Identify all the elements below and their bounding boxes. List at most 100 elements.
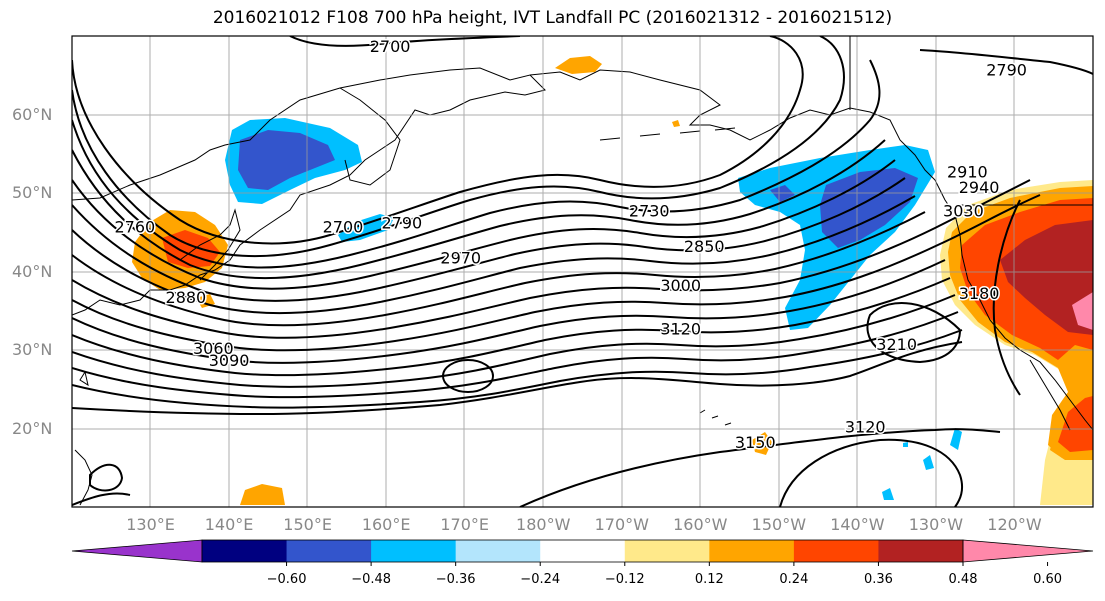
lon-label: 130°E <box>126 515 175 534</box>
contour-label: 2790 <box>986 60 1027 79</box>
ivt-positive-hawaii <box>752 432 772 455</box>
colorbar-tick-label: 0.60 <box>1033 572 1063 587</box>
height-contours <box>72 36 1093 507</box>
colorbar-segment <box>286 540 372 562</box>
lat-label: 30°N <box>12 340 53 359</box>
contour-2880 <box>72 211 926 327</box>
contour-label: 2910 <box>947 162 988 181</box>
colorbar-tick-label: −0.24 <box>520 572 561 587</box>
coast-baja <box>1029 359 1071 431</box>
colorbar-segment <box>878 540 964 562</box>
colorbar-tick-label: 0.36 <box>863 572 893 587</box>
contour-2730 <box>72 59 881 269</box>
colorbar-segment <box>455 540 541 562</box>
ivt-negative-dot-4 <box>903 442 908 447</box>
colorbar-segment <box>624 540 710 562</box>
coast-na-west <box>934 179 1093 431</box>
lat-label: 50°N <box>12 183 53 202</box>
colorbar-tick-label: −0.36 <box>435 572 476 587</box>
ivt-negative-dot-1 <box>950 428 962 450</box>
ivt-positive-uswest-darkred <box>1000 220 1093 335</box>
lon-label: 160°E <box>361 515 411 534</box>
contour-label: 3090 <box>209 351 250 370</box>
contour-label: 2700 <box>323 217 364 236</box>
contour-north-loop <box>72 36 804 245</box>
contour-label: 3210 <box>876 335 917 354</box>
ivt-positive-uswest-pink <box>1072 292 1093 330</box>
lat-label: 20°N <box>12 418 53 438</box>
contour-3060 <box>72 311 959 399</box>
contour-3180-ridge <box>992 199 1021 396</box>
lon-label: 160°W <box>673 515 728 534</box>
coast-taiwan <box>79 370 89 387</box>
lon-label: 170°E <box>440 515 490 534</box>
coast-philippines <box>74 449 93 506</box>
contour-label: 3120 <box>660 319 701 338</box>
contour-2910 <box>72 179 1031 339</box>
contour-2940 <box>72 194 1041 352</box>
colorbar-tick-label: 0.24 <box>779 572 809 587</box>
contour-3150 <box>519 428 1001 507</box>
colorbar-segment <box>793 540 879 562</box>
colorbar-tick-label: −0.12 <box>604 572 645 587</box>
coastlines <box>72 36 1093 506</box>
contour-label: 2940 <box>959 178 1000 197</box>
contour-label: 3150 <box>735 433 776 452</box>
lon-label: 140°W <box>830 515 885 534</box>
contour-3120 <box>72 341 963 416</box>
contour-2970 <box>72 259 946 364</box>
lat-label: 60°N <box>12 104 53 124</box>
contour-label: 3000 <box>660 276 701 295</box>
contour-label: 2880 <box>166 288 207 307</box>
lon-label: 180°W <box>516 515 571 534</box>
contour-label: 3030 <box>943 202 984 221</box>
gridlines <box>72 36 1093 507</box>
contour-2790 <box>72 159 896 290</box>
ivt-negative-dot-2 <box>923 455 934 470</box>
contour-south-loop <box>89 463 124 492</box>
contour-2850 <box>72 195 916 315</box>
lon-label: 150°E <box>283 515 332 534</box>
colorbar <box>71 539 1094 566</box>
contour-label: 2850 <box>684 237 725 256</box>
colorbar-tick-label: −0.48 <box>351 572 392 587</box>
map-frame <box>71 35 1094 508</box>
ivt-positive-alaska <box>555 56 602 74</box>
contour-3000 <box>72 277 951 377</box>
contour-2790-ne <box>919 49 1093 75</box>
contour-label: 3120 <box>845 418 886 437</box>
colorbar-tick-label: 0.12 <box>694 572 724 587</box>
contour-label: 3180 <box>959 284 1000 303</box>
colorbar-segment <box>371 540 457 562</box>
contour-west-1 <box>72 492 131 506</box>
contour-3210-ridge <box>866 302 961 364</box>
contour-2760 <box>72 139 886 280</box>
lon-label: 150°W <box>751 515 807 534</box>
coast-kamchatka <box>339 87 401 186</box>
contour-label: 2790 <box>382 213 423 232</box>
contour-2700-north <box>289 36 521 47</box>
ivt-negative-dot-3 <box>882 488 894 500</box>
lat-label: 40°N <box>12 261 53 281</box>
contour-2820 <box>72 177 906 302</box>
contour-3030 <box>72 294 956 388</box>
contour-label: 2760 <box>114 217 155 236</box>
contour-ring-1 <box>72 36 845 258</box>
coast-hawaii <box>699 409 732 426</box>
colorbar-segment <box>202 540 288 562</box>
colorbar-frame <box>201 539 964 563</box>
colorbar-extend-high <box>962 539 1094 563</box>
lon-label: 120°W <box>987 515 1042 534</box>
lon-label: 140°E <box>204 515 254 534</box>
coast-aleutians <box>599 127 736 141</box>
map-title: 2016021012 F108 700 hPa height, IVT Land… <box>212 8 893 28</box>
ivt-positive-alaska-small <box>672 120 680 127</box>
ivt-negative-ne-pacific-inner <box>820 168 918 248</box>
colorbar-tick-label: −0.60 <box>266 572 307 587</box>
coast-alaska <box>529 69 936 181</box>
colorbar-tick-label: 0.48 <box>948 572 978 587</box>
lon-label: 130°W <box>908 515 964 534</box>
contour-label: 2730 <box>629 202 670 221</box>
